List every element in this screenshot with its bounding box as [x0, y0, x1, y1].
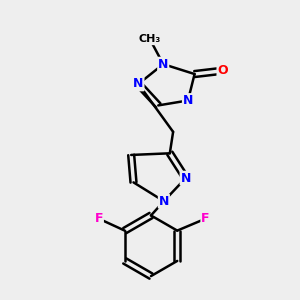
- Text: N: N: [181, 172, 191, 184]
- Text: N: N: [159, 195, 169, 208]
- Text: O: O: [217, 64, 228, 77]
- Text: F: F: [201, 212, 210, 225]
- Text: N: N: [183, 94, 193, 107]
- Text: N: N: [158, 58, 168, 70]
- Text: N: N: [133, 77, 144, 91]
- Text: F: F: [94, 212, 103, 225]
- Text: CH₃: CH₃: [139, 34, 161, 44]
